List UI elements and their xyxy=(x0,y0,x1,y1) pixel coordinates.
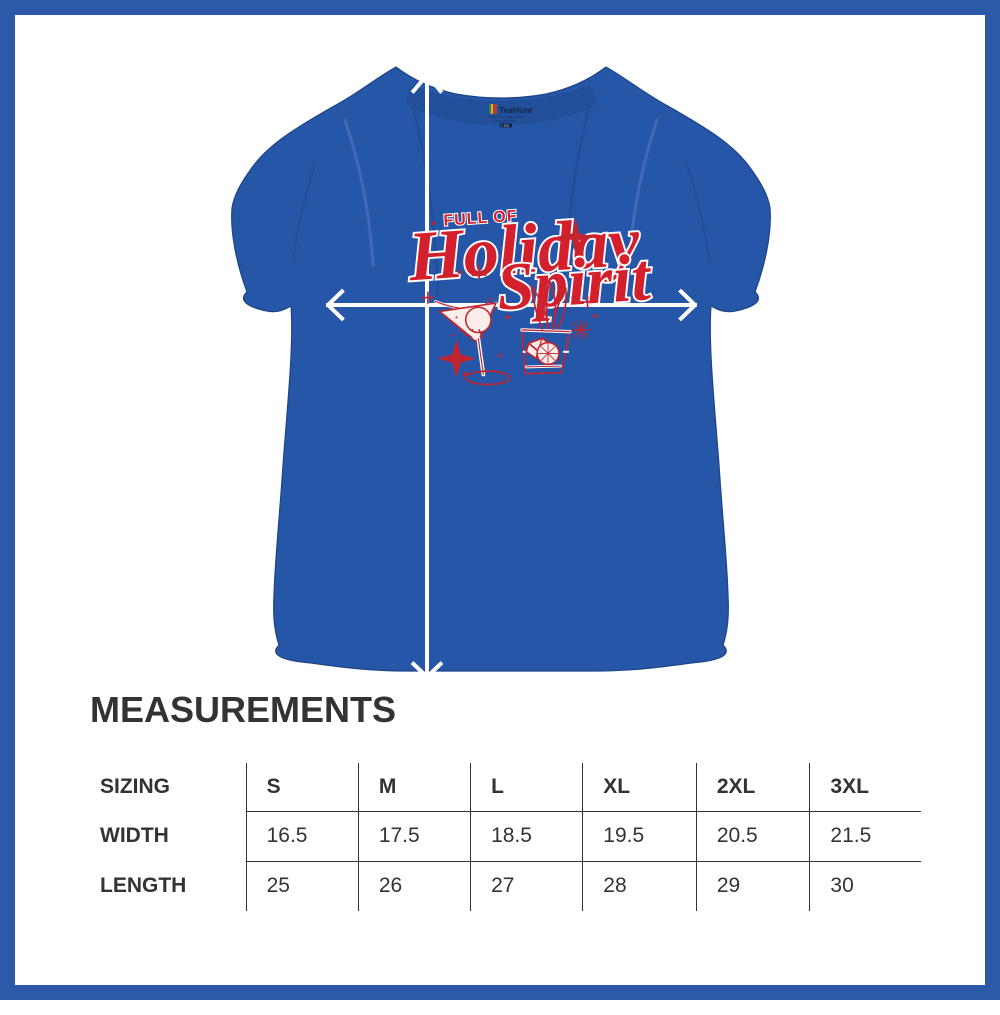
svg-text:machine wash cold: machine wash cold xyxy=(493,119,516,123)
svg-text:100% cotton made in usa: 100% cotton made in usa xyxy=(489,115,523,119)
svg-text:Spirit: Spirit xyxy=(494,239,654,325)
svg-text:TeaHunt: TeaHunt xyxy=(499,105,533,115)
svg-text:L (12): L (12) xyxy=(501,124,509,128)
